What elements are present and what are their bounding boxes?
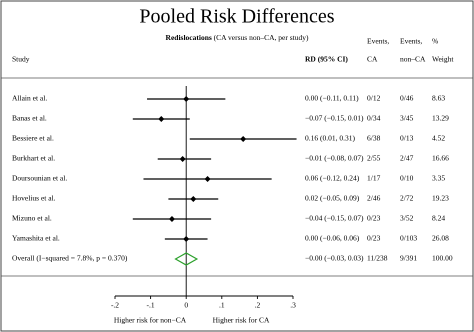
header-weight: Weight xyxy=(432,55,454,64)
study-label: Overall (I−squared = 7.8%, p = 0.370) xyxy=(12,254,128,263)
rd-label: −0.00 (−0.03, 0.03) xyxy=(305,254,364,263)
events-non-ca: 2/47 xyxy=(400,154,414,163)
rd-label: −0.04 (−0.15, 0.07) xyxy=(305,214,364,223)
study-label: Yamashita et al. xyxy=(12,234,60,243)
header-study: Study xyxy=(12,55,30,64)
events-ca: 0/23 xyxy=(367,214,381,223)
events-non-ca: 3/52 xyxy=(400,214,414,223)
events-ca: 2/46 xyxy=(367,194,381,203)
x-tick-label: -.2 xyxy=(111,301,119,310)
header-weight: % xyxy=(432,37,438,46)
point-estimate xyxy=(204,176,211,182)
weight: 4.52 xyxy=(432,134,445,143)
events-ca: 0/23 xyxy=(367,234,381,243)
chart-subtitle: Redislocations (CA versus non–CA, per st… xyxy=(166,33,309,42)
header-events_ca: CA xyxy=(367,55,378,64)
rd-label: 0.06 (−0.12, 0.24) xyxy=(305,174,360,183)
overall-diamond xyxy=(174,252,199,266)
point-estimate xyxy=(179,156,186,162)
events-non-ca: 9/391 xyxy=(400,254,417,263)
events-ca: 1/17 xyxy=(367,174,381,183)
header-rd: RD (95% CI) xyxy=(305,55,348,64)
x-tick-label: 0 xyxy=(184,301,188,310)
right-direction-label: Higher risk for CA xyxy=(213,316,270,325)
rd-label: −0.07 (−0.15, 0.01) xyxy=(305,114,364,123)
weight: 3.35 xyxy=(432,174,445,183)
left-direction-label: Higher risk for non−CA xyxy=(114,316,187,325)
events-non-ca: 0/13 xyxy=(400,134,414,143)
events-ca: 0/12 xyxy=(367,94,381,103)
weight: 8.63 xyxy=(432,94,445,103)
x-tick-label: .1 xyxy=(219,301,225,310)
study-label: Hovelius et al. xyxy=(12,194,56,203)
rd-label: 0.00 (−0.06, 0.06) xyxy=(305,234,360,243)
subtitle-rest: (CA versus non–CA, per study) xyxy=(214,33,309,42)
events-ca: 0/34 xyxy=(367,114,381,123)
x-tick-label: .3 xyxy=(290,301,296,310)
rd-label: 0.02 (−0.05, 0.09) xyxy=(305,194,360,203)
header-events_ca: Events, xyxy=(367,37,389,46)
weight: 13.29 xyxy=(432,114,449,123)
study-label: Banas et al. xyxy=(12,114,47,123)
weight: 100.00 xyxy=(432,254,453,263)
point-estimate xyxy=(183,96,190,102)
rd-label: −0.01 (−0.08, 0.07) xyxy=(305,154,364,163)
rd-label: 0.16 (0.01, 0.31) xyxy=(305,134,355,143)
chart-title: Pooled Risk Differences xyxy=(139,6,334,28)
weight: 19.23 xyxy=(432,194,449,203)
study-label: Doursounian et al. xyxy=(12,174,67,183)
point-estimate xyxy=(190,196,197,202)
point-estimate xyxy=(183,236,190,242)
x-tick-label: -.1 xyxy=(147,301,155,310)
events-non-ca: 3/45 xyxy=(400,114,414,123)
weight: 16.66 xyxy=(432,154,449,163)
point-estimate xyxy=(158,116,165,122)
study-label: Mizuno et al. xyxy=(12,214,52,223)
events-non-ca: 2/72 xyxy=(400,194,414,203)
subtitle-bold: Redislocations xyxy=(166,33,212,42)
point-estimate xyxy=(240,136,247,142)
weight: 8.24 xyxy=(432,214,445,223)
events-non-ca: 0/46 xyxy=(400,94,414,103)
events-ca: 11/238 xyxy=(367,254,388,263)
study-label: Allain et al. xyxy=(12,94,47,103)
events-ca: 6/38 xyxy=(367,134,381,143)
study-label: Burkhart et al. xyxy=(12,154,55,163)
weight: 26.08 xyxy=(432,234,449,243)
events-non-ca: 0/103 xyxy=(400,234,417,243)
rd-label: 0.00 (−0.11, 0.11) xyxy=(305,94,359,103)
header-events_non: non–CA xyxy=(400,55,426,64)
study-label: Bessiere et al. xyxy=(12,134,54,143)
point-estimate xyxy=(168,216,175,222)
events-non-ca: 0/10 xyxy=(400,174,414,183)
x-tick-label: .2 xyxy=(255,301,261,310)
events-ca: 2/55 xyxy=(367,154,381,163)
header-events_non: Events, xyxy=(400,37,422,46)
